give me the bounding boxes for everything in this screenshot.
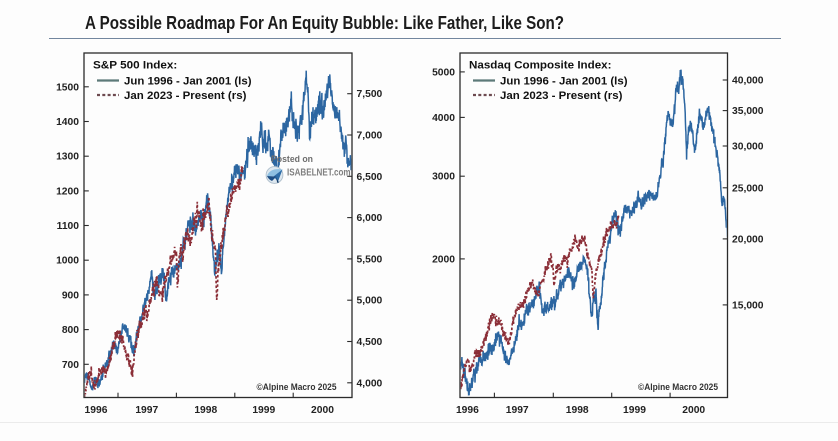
svg-text:2000: 2000	[682, 405, 705, 416]
svg-text:40,000: 40,000	[732, 76, 764, 87]
svg-text:15,000: 15,000	[732, 300, 764, 311]
svg-text:7,500: 7,500	[357, 89, 383, 100]
svg-text:1997: 1997	[135, 405, 158, 416]
svg-text:1400: 1400	[56, 117, 79, 128]
svg-text:1100: 1100	[57, 221, 80, 232]
svg-text:S&P 500 Index:: S&P 500 Index:	[93, 60, 177, 72]
svg-text:©Alpine Macro 2025: ©Alpine Macro 2025	[257, 382, 337, 392]
svg-text:Jan 2023 - Present (rs): Jan 2023 - Present (rs)	[500, 90, 623, 102]
svg-text:2000: 2000	[432, 254, 455, 265]
svg-text:30,000: 30,000	[732, 142, 764, 153]
svg-text:5000: 5000	[432, 67, 455, 78]
svg-text:1200: 1200	[56, 186, 79, 197]
svg-text:Nasdaq Composite Index:: Nasdaq Composite Index:	[469, 60, 612, 72]
svg-text:35,000: 35,000	[732, 106, 764, 117]
svg-text:Posted on: Posted on	[271, 154, 313, 164]
svg-text:5,000: 5,000	[357, 296, 383, 307]
svg-text:ISABELNET.com: ISABELNET.com	[287, 168, 351, 179]
svg-text:2000: 2000	[311, 405, 334, 416]
svg-text:3000: 3000	[432, 172, 455, 183]
svg-text:800: 800	[62, 325, 79, 336]
svg-text:©Alpine Macro 2025: ©Alpine Macro 2025	[638, 382, 718, 392]
svg-text:5,500: 5,500	[357, 254, 383, 265]
svg-text:1997: 1997	[506, 405, 529, 416]
svg-text:700: 700	[62, 360, 79, 371]
svg-text:4,000: 4,000	[357, 378, 383, 389]
svg-text:1996: 1996	[456, 405, 479, 416]
svg-text:1998: 1998	[194, 405, 217, 416]
svg-text:Jun 1996 - Jan 2001 (ls): Jun 1996 - Jan 2001 (ls)	[500, 76, 628, 88]
svg-text:6,000: 6,000	[357, 213, 383, 224]
svg-text:4000: 4000	[432, 113, 455, 124]
svg-text:1300: 1300	[56, 152, 79, 163]
svg-text:1999: 1999	[623, 405, 646, 416]
svg-text:Jan 2023 - Present (rs): Jan 2023 - Present (rs)	[124, 90, 247, 102]
svg-text:6,500: 6,500	[357, 172, 383, 183]
svg-text:A Possible Roadmap For An Equi: A Possible Roadmap For An Equity Bubble:…	[85, 13, 564, 33]
svg-text:1500: 1500	[56, 82, 79, 93]
svg-text:900: 900	[62, 290, 79, 301]
svg-text:1000: 1000	[56, 256, 79, 267]
svg-text:Jun 1996 - Jan 2001 (ls): Jun 1996 - Jan 2001 (ls)	[124, 76, 252, 88]
svg-text:1996: 1996	[85, 405, 108, 416]
svg-text:1998: 1998	[566, 405, 589, 416]
svg-text:20,000: 20,000	[732, 234, 764, 245]
svg-text:4,500: 4,500	[357, 337, 383, 348]
svg-text:25,000: 25,000	[732, 183, 764, 194]
svg-text:7,000: 7,000	[357, 131, 383, 142]
svg-text:1999: 1999	[252, 405, 275, 416]
